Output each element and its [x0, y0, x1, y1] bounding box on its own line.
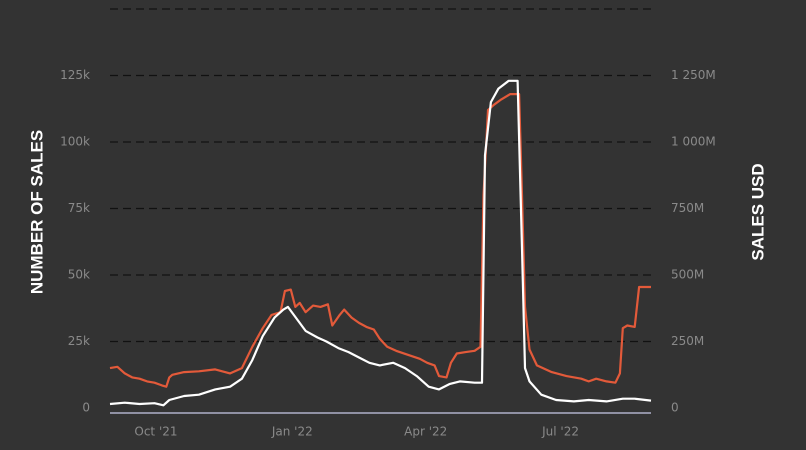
left-tick-label: 25k: [68, 334, 90, 348]
number-of-sales-line: [109, 79, 652, 407]
left-tick-label: 75k: [68, 201, 90, 215]
right-tick-label: 750M: [671, 201, 704, 215]
x-tick-label: Oct '21: [134, 425, 177, 439]
right-tick-label: 1 250M: [671, 68, 716, 82]
right-tick-label: 1 000M: [671, 135, 716, 149]
right-axis-ticks: 0 250M 500M 750M 1 000M 1 250M: [671, 68, 716, 415]
right-tick-label: 0: [671, 401, 679, 415]
x-tick-label: Jul '22: [541, 425, 579, 439]
x-tick-label: Apr '22: [404, 425, 447, 439]
left-tick-label: 0: [82, 401, 90, 415]
left-tick-label: 100k: [60, 135, 90, 149]
x-axis-ticks: Oct '21 Jan '22 Apr '22 Jul '22: [134, 425, 579, 439]
right-axis-title: SALES USD: [748, 163, 767, 260]
gridlines: [110, 8, 651, 343]
left-axis-ticks: 0 25k 50k 75k 100k 125k: [60, 68, 90, 415]
left-tick-label: 50k: [68, 268, 90, 282]
series-lines: [109, 79, 652, 407]
left-tick-label: 125k: [60, 68, 90, 82]
right-tick-label: 250M: [671, 334, 704, 348]
x-tick-label: Jan '22: [271, 425, 313, 439]
right-tick-label: 500M: [671, 268, 704, 282]
left-axis-title: NUMBER OF SALES: [27, 130, 46, 294]
sales-usd-line: [109, 92, 651, 388]
